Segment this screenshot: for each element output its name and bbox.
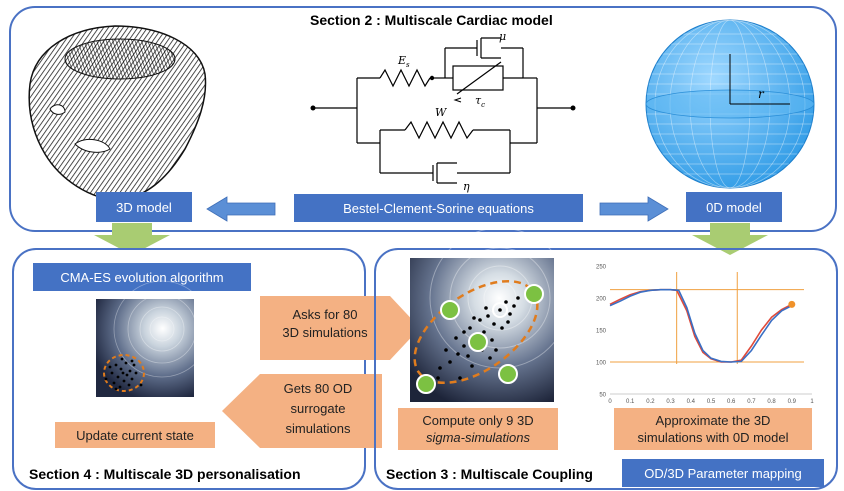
chart-x-tick-label: 0.9 [788,399,797,405]
chart-marker-point [788,300,796,308]
arrow-left-icon [206,196,276,222]
cmaes-scatter-image [96,280,211,397]
chart-x-tick-label: 0.6 [727,399,736,405]
arrow-right-icon [599,196,669,222]
compute-sigma-label: Compute only 9 3D sigma-simulations [398,408,558,450]
chart-x-tick-label: 0.1 [626,399,635,405]
chart-x-tick-label: 0.2 [646,399,655,405]
chart-y-tick-label: 150 [596,329,607,335]
section4-title: Section 4 : Multiscale 3D personalisatio… [29,466,301,482]
gets-label: Gets 80 OD surrogate simulations [283,381,353,436]
chart-series-line-1 [609,288,793,363]
asks-label: Asks for 80 3D simulations [282,307,368,340]
chart-x-tick-label: 0.5 [707,399,716,405]
label-tau: τc [475,94,485,109]
sphere-radius-label: r [758,87,765,101]
chart-x-tick-label: 0.7 [747,399,756,405]
heart-mesh-image [28,25,207,201]
circuit-diagram: Es μ τc W η [310,30,576,193]
chart-y-tick-label: 100 [596,361,607,367]
update-state-label: Update current state [55,422,215,448]
arrow-down-right-icon [692,223,768,255]
sigma-scatter-image [410,227,571,402]
chart-x-tick-label: 0.8 [767,399,776,405]
asks-arrow-icon [260,296,420,360]
chart-plot-area [610,266,812,394]
label-W: W [435,106,448,119]
model0d-label: 0D model [686,192,782,222]
sphere-image: r [645,19,815,189]
chart-x-tick-label: 0.3 [666,399,675,405]
chart-x-tick-label: 0.4 [687,399,696,405]
cmaes-label: CMA-ES evolution algorithm [33,263,251,291]
chart-x-tick-label: 0 [608,399,612,405]
arrow-down-left-icon [94,223,170,255]
parameter-mapping-label: OD/3D Parameter mapping [622,459,824,487]
chart-y-tick-label: 200 [596,297,607,303]
chart-y-tick-label: 250 [596,265,607,271]
chart-x-tick-label: 1 [810,399,814,405]
chart-y-tick-label: 50 [599,393,606,399]
section3-title: Section 3 : Multiscale Coupling [386,466,593,482]
model3d-label: 3D model [96,192,192,222]
label-Es: Es [397,54,410,69]
bestel-clement-sorine-label: Bestel-Clement-Sorine equations [294,194,583,222]
pressure-chart: 50 100 150 200 250 0 0.1 0.2 0.3 0.4 0.5 0.6 0.7 0.8 0… [596,265,814,406]
section3-panel [374,248,838,490]
gets-arrow-icon [222,374,382,448]
section2-title: Section 2 : Multiscale Cardiac model [310,12,553,28]
label-mu: μ [499,30,506,43]
approximate-label: Approximate the 3D simulations with 0D m… [614,408,812,450]
label-eta: η [463,180,470,193]
